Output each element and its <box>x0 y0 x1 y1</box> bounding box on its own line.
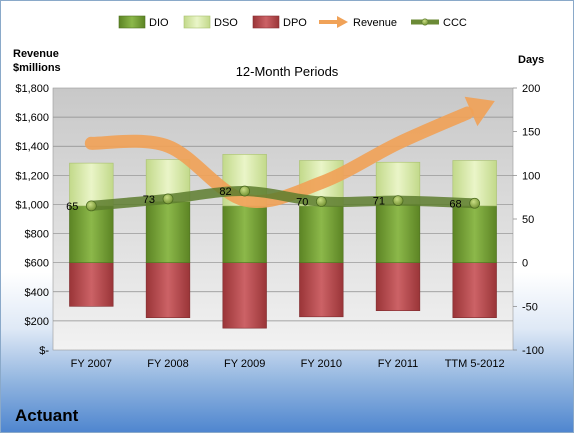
y-left-tick-label: $1,600 <box>15 112 49 124</box>
x-category-label: TTM 5-2012 <box>445 358 505 370</box>
legend-arrowhead-revenue <box>337 16 348 28</box>
bar-dio <box>69 205 114 263</box>
revenue-arrowhead <box>464 96 495 127</box>
ccc-data-label: 65 <box>66 201 78 213</box>
bar-dpo <box>375 262 421 311</box>
bar-dpo <box>69 262 114 307</box>
y-left-tick-label: $- <box>39 345 49 357</box>
legend-item-dio: DIO <box>118 15 169 29</box>
ccc-data-label: 82 <box>219 186 231 198</box>
y-left-tick-label: $1,000 <box>15 199 49 211</box>
legend-item-ccc: CCC <box>411 17 467 29</box>
legend-swatch-dso <box>183 15 211 29</box>
legend-item-revenue: Revenue <box>319 16 397 29</box>
y-right-tick-label: 0 <box>522 258 528 270</box>
bar-dpo <box>452 262 497 318</box>
ccc-data-label: 68 <box>449 198 461 210</box>
y-right-tick-label: 100 <box>522 170 540 182</box>
legend-label-dpo: DPO <box>283 17 307 29</box>
y-left-title-line1: Revenue <box>13 48 59 60</box>
ccc-data-label: 70 <box>296 197 308 209</box>
y-left-tick-label: $600 <box>25 258 49 270</box>
legend-label-ccc: CCC <box>443 17 467 29</box>
y-left-tick-label: $1,400 <box>15 141 49 153</box>
y-left-tick-label: $800 <box>25 229 49 241</box>
y-left-tick-label: $200 <box>25 316 49 328</box>
y-left-tick-label: $400 <box>25 287 49 299</box>
x-axis-categories: FY 2007 FY 2008 FY 2009 FY 2010 FY 2011 TTM 5… <box>71 358 505 370</box>
company-name: Actuant <box>15 406 79 425</box>
x-category-label: FY 2011 <box>378 358 419 370</box>
legend-label-dso: DSO <box>214 17 238 29</box>
bar-dso <box>69 162 114 207</box>
ccc-point <box>239 185 251 197</box>
legend-item-dso: DSO <box>183 15 238 29</box>
legend-label-dio: DIO <box>149 17 169 29</box>
y-right-tick-label: 150 <box>522 127 540 139</box>
y-left-ticks: $- $200 $400 $600 $800 $1,000 $1,200 $1,400 $1,6… <box>15 83 49 357</box>
chart-title: 12-Month Periods <box>236 64 339 79</box>
ccc-point <box>85 200 97 212</box>
y-right-tick-label: -100 <box>522 345 544 357</box>
legend-swatch-dpo <box>252 15 280 29</box>
bar-dpo <box>145 262 191 318</box>
ccc-point <box>392 195 404 207</box>
ccc-data-label: 73 <box>143 194 155 206</box>
y-right-ticks: -100 -50 0 50 100 150 200 <box>513 83 544 357</box>
bar-dio <box>375 203 421 263</box>
bar-dio <box>299 205 344 263</box>
ccc-series: 65 73 82 70 71 68 <box>66 185 481 213</box>
legend-swatch-dio <box>118 15 146 29</box>
legend-marker-ccc <box>421 18 429 26</box>
bar-dio <box>222 205 267 263</box>
ccc-point <box>469 197 481 209</box>
bar-dio <box>452 205 497 263</box>
bar-dpo <box>299 262 344 318</box>
bar-dio <box>145 201 191 263</box>
ccc-point <box>315 196 327 207</box>
y-right-title: Days <box>518 54 544 66</box>
x-category-label: FY 2010 <box>301 358 342 370</box>
x-category-label: FY 2007 <box>71 358 112 370</box>
y-right-tick-label: -50 <box>522 301 538 313</box>
y-right-tick-label: 50 <box>522 214 534 226</box>
ccc-line <box>86 186 480 211</box>
bar-dpo <box>222 262 267 329</box>
legend: DIO DSO DPO Revenue CCC <box>118 15 467 29</box>
legend-item-dpo: DPO <box>252 15 307 29</box>
legend-label-revenue: Revenue <box>353 17 397 29</box>
y-right-tick-label: 200 <box>522 83 540 95</box>
y-left-title-line2: $millions <box>13 62 61 74</box>
ccc-data-label: 71 <box>373 196 385 208</box>
ccc-point <box>162 193 174 205</box>
y-left-tick-label: $1,800 <box>15 83 49 95</box>
y-left-tick-label: $1,200 <box>15 170 49 182</box>
x-category-label: FY 2008 <box>147 358 188 370</box>
x-category-label: FY 2009 <box>224 358 265 370</box>
